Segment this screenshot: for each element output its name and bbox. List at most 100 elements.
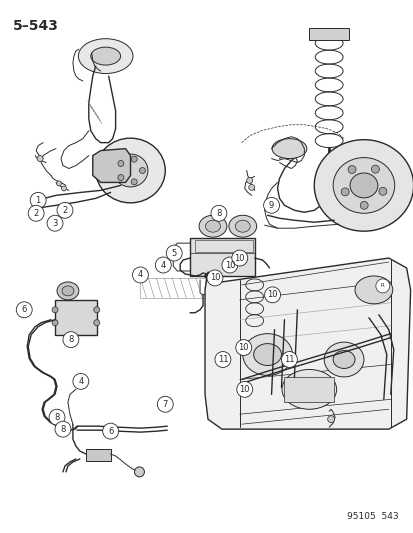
Ellipse shape — [242, 334, 292, 375]
Ellipse shape — [57, 282, 78, 300]
Circle shape — [208, 279, 213, 285]
Ellipse shape — [271, 139, 306, 158]
Bar — [140, 278, 204, 298]
Text: 8: 8 — [54, 413, 59, 422]
Circle shape — [231, 250, 247, 266]
Circle shape — [157, 397, 173, 412]
Circle shape — [57, 203, 73, 218]
Ellipse shape — [354, 276, 392, 304]
Ellipse shape — [90, 47, 120, 65]
Text: 10: 10 — [238, 343, 248, 352]
Circle shape — [73, 374, 88, 389]
Text: 9: 9 — [268, 201, 273, 210]
Circle shape — [281, 352, 297, 367]
Bar — [309, 28, 348, 40]
Text: 8: 8 — [216, 209, 221, 218]
Polygon shape — [93, 149, 130, 182]
Circle shape — [206, 285, 211, 290]
Circle shape — [93, 307, 100, 313]
Circle shape — [139, 167, 145, 173]
Circle shape — [131, 179, 137, 185]
Text: 11: 11 — [217, 355, 228, 364]
Text: 4: 4 — [160, 261, 166, 270]
Ellipse shape — [332, 158, 394, 213]
Text: 3: 3 — [52, 219, 57, 228]
Bar — [284, 377, 333, 402]
Circle shape — [204, 273, 209, 278]
Circle shape — [118, 174, 123, 181]
Text: 4: 4 — [138, 270, 143, 279]
Circle shape — [221, 257, 237, 273]
Ellipse shape — [349, 173, 377, 198]
Ellipse shape — [95, 138, 165, 203]
Text: 10: 10 — [209, 273, 220, 282]
Text: 2: 2 — [33, 209, 39, 218]
Circle shape — [340, 188, 348, 196]
Circle shape — [206, 270, 222, 286]
Circle shape — [370, 165, 378, 173]
Circle shape — [211, 205, 226, 221]
Ellipse shape — [199, 215, 226, 237]
Circle shape — [57, 181, 62, 186]
Bar — [85, 449, 110, 461]
Ellipse shape — [235, 220, 249, 232]
Circle shape — [28, 205, 44, 221]
Text: 10: 10 — [267, 290, 277, 300]
Circle shape — [327, 416, 334, 423]
Ellipse shape — [78, 39, 133, 74]
Text: 8: 8 — [68, 335, 74, 344]
Circle shape — [16, 302, 32, 318]
Circle shape — [132, 267, 148, 283]
Text: 11: 11 — [283, 355, 294, 364]
Circle shape — [93, 320, 100, 326]
Circle shape — [30, 192, 46, 208]
Circle shape — [375, 279, 389, 293]
Circle shape — [47, 215, 63, 231]
Text: 10: 10 — [234, 254, 244, 263]
Circle shape — [134, 467, 144, 477]
Ellipse shape — [113, 154, 147, 187]
Ellipse shape — [228, 215, 256, 237]
Circle shape — [347, 166, 355, 173]
Circle shape — [52, 320, 58, 326]
Circle shape — [248, 184, 254, 190]
Circle shape — [102, 423, 118, 439]
Circle shape — [166, 245, 182, 261]
Circle shape — [359, 201, 367, 209]
Text: 95105  543: 95105 543 — [346, 512, 398, 521]
Circle shape — [235, 340, 251, 356]
Text: 6: 6 — [108, 426, 113, 435]
Ellipse shape — [313, 140, 413, 231]
Circle shape — [378, 187, 386, 195]
Ellipse shape — [281, 369, 336, 409]
Circle shape — [214, 352, 230, 367]
Text: 5: 5 — [171, 248, 176, 257]
Circle shape — [49, 409, 65, 425]
Ellipse shape — [332, 351, 354, 368]
Text: 5–543: 5–543 — [13, 19, 59, 33]
Text: 6: 6 — [21, 305, 27, 314]
Circle shape — [246, 177, 252, 183]
Circle shape — [55, 421, 71, 437]
Circle shape — [118, 160, 123, 166]
Text: 1: 1 — [36, 196, 40, 205]
Text: 10: 10 — [239, 385, 249, 394]
Circle shape — [131, 156, 137, 162]
Bar — [195, 240, 252, 252]
Circle shape — [62, 186, 66, 191]
Circle shape — [37, 156, 43, 161]
Ellipse shape — [323, 342, 363, 377]
Circle shape — [155, 257, 171, 273]
Circle shape — [63, 332, 78, 348]
Circle shape — [263, 197, 279, 213]
Bar — [190, 238, 254, 276]
Circle shape — [264, 287, 280, 303]
Text: R: R — [380, 284, 384, 288]
Ellipse shape — [62, 286, 74, 296]
Text: 4: 4 — [78, 377, 83, 386]
Polygon shape — [204, 258, 410, 429]
Bar — [55, 300, 97, 335]
Text: 10: 10 — [224, 261, 235, 270]
Ellipse shape — [205, 220, 220, 232]
Text: 7: 7 — [162, 400, 168, 409]
